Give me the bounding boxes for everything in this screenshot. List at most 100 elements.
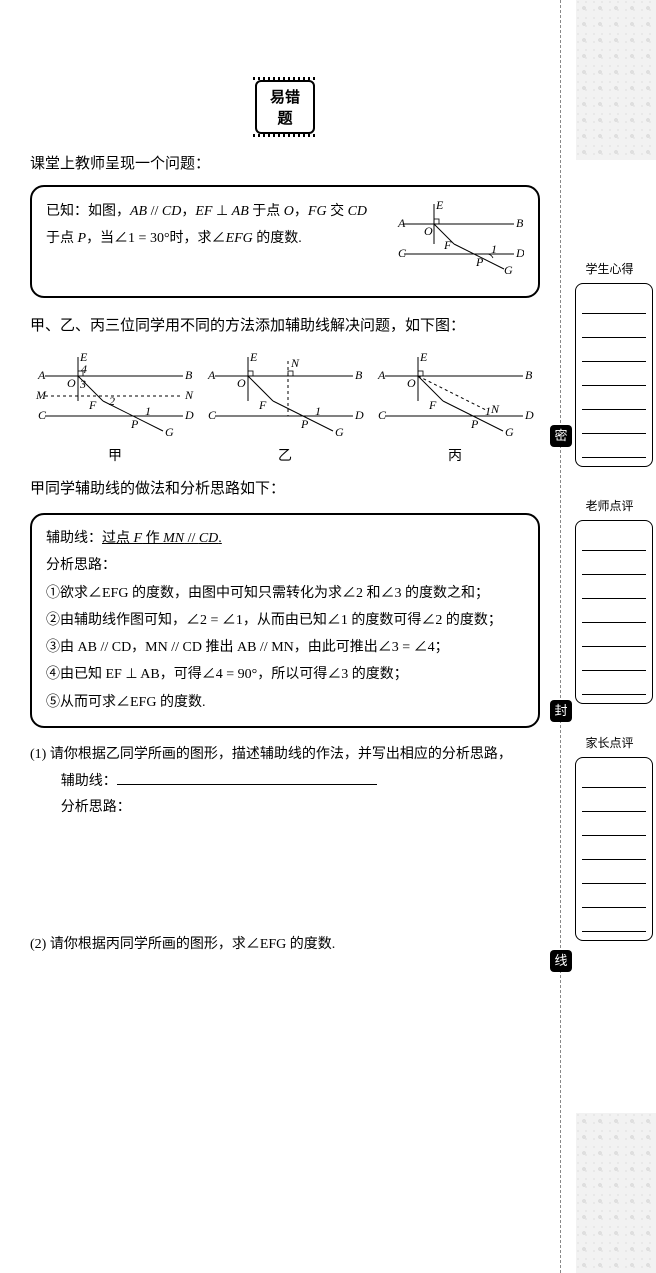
svg-text:F: F xyxy=(428,398,437,412)
cap-bing: 丙 xyxy=(375,445,535,465)
svg-text:P: P xyxy=(470,417,479,431)
rule[interactable] xyxy=(582,338,646,362)
svg-text:3: 3 xyxy=(79,377,86,391)
analysis-item-3: ③由 AB // CD，MN // CD 推出 AB // MN，由此可推出∠3… xyxy=(46,634,524,661)
problem-text: 已知：如图，AB // CD，EF ⊥ AB 于点 O，FG 交 CD 于点 P… xyxy=(46,199,384,252)
svg-text:G: G xyxy=(335,425,344,439)
methods-intro: 甲、乙、丙三位同学用不同的方法添加辅助线解决问题，如下图： xyxy=(30,312,540,341)
problem-box: 已知：如图，AB // CD，EF ⊥ AB 于点 O，FG 交 CD 于点 P… xyxy=(30,185,540,298)
sidebar-column: 学生心得 老师点评 家长点评 密 封 线 xyxy=(560,0,656,1273)
svg-text:A: A xyxy=(37,368,46,382)
aux-label: 辅助线： xyxy=(46,531,102,546)
rule[interactable] xyxy=(582,836,646,860)
sidebar-title-0: 学生心得 xyxy=(569,260,650,277)
q1-aux-blank[interactable] xyxy=(117,784,377,785)
rule[interactable] xyxy=(582,788,646,812)
diagram-captions: 甲 乙 丙 xyxy=(30,445,540,465)
svg-text:A: A xyxy=(207,368,216,382)
q1-think-label: 分析思路： xyxy=(30,795,540,822)
sidebar-title-1: 老师点评 xyxy=(569,497,650,514)
sidebar-box-1 xyxy=(575,520,653,704)
rule[interactable] xyxy=(582,386,646,410)
page-root: 易错题 课堂上教师呈现一个问题： 已知：如图，AB // CD，EF ⊥ AB … xyxy=(0,0,656,1273)
diagram-yi: A B C D E N O F P G 1 xyxy=(203,351,368,441)
rule[interactable] xyxy=(582,551,646,575)
svg-text:G: G xyxy=(505,425,514,439)
svg-text:M: M xyxy=(35,388,47,402)
rule[interactable] xyxy=(582,647,646,671)
analysis-item-4: ④由已知 EF ⊥ AB，可得∠4 = 90°，所以可得∠3 的度数； xyxy=(46,661,524,688)
svg-text:D: D xyxy=(354,408,364,422)
sidebar-section-0: 学生心得 xyxy=(561,260,650,467)
svg-text:4: 4 xyxy=(81,362,87,376)
aux-text: 过点 F 作 MN // CD. xyxy=(102,531,222,546)
svg-text:F: F xyxy=(88,398,97,412)
sidebar-section-1: 老师点评 xyxy=(561,497,650,704)
diagram-bing: A B C D E O F N P G 1 xyxy=(373,351,538,441)
svg-text:1: 1 xyxy=(145,404,151,418)
rule[interactable] xyxy=(582,764,646,788)
svg-text:F: F xyxy=(258,398,267,412)
rule[interactable] xyxy=(582,884,646,908)
badge-easy-mistake: 易错题 xyxy=(255,80,315,134)
analysis-box: 辅助线：过点 F 作 MN // CD. 分析思路： ①欲求∠EFG 的度数，由… xyxy=(30,513,540,728)
svg-text:D: D xyxy=(515,246,524,260)
rule[interactable] xyxy=(582,434,646,458)
stamp-xian: 线 xyxy=(550,950,572,972)
rule[interactable] xyxy=(582,362,646,386)
stamp-mi: 密 xyxy=(550,425,572,447)
svg-text:1: 1 xyxy=(491,242,497,256)
analysis-item-2: ②由辅助线作图可知，∠2 = ∠1，从而由已知∠1 的度数可得∠2 的度数； xyxy=(46,607,524,634)
intro-text: 课堂上教师呈现一个问题： xyxy=(30,152,540,173)
rule[interactable] xyxy=(582,908,646,932)
q2-prompt: (2) 请你根据丙同学所画的图形，求∠EFG 的度数. xyxy=(30,932,540,959)
svg-text:C: C xyxy=(378,408,387,422)
svg-text:G: G xyxy=(504,263,513,277)
q1-aux-line: 辅助线： xyxy=(30,769,540,796)
rule[interactable] xyxy=(582,527,646,551)
svg-text:2: 2 xyxy=(109,394,115,408)
rule[interactable] xyxy=(582,410,646,434)
svg-text:B: B xyxy=(185,368,193,382)
ornament-top xyxy=(576,0,656,160)
sidebar-box-2 xyxy=(575,757,653,941)
rule[interactable] xyxy=(582,290,646,314)
diagram-jia: A B C D E M N O F P G 4 3 2 1 xyxy=(33,351,198,441)
sidebar-box-0 xyxy=(575,283,653,467)
svg-text:B: B xyxy=(525,368,533,382)
q1-aux-label: 辅助线： xyxy=(61,774,117,789)
svg-text:N: N xyxy=(490,402,500,416)
rule[interactable] xyxy=(582,575,646,599)
svg-text:P: P xyxy=(300,417,309,431)
diagrams-row: A B C D E M N O F P G 4 3 2 1 xyxy=(30,351,540,441)
rule[interactable] xyxy=(582,671,646,695)
svg-text:O: O xyxy=(67,376,76,390)
svg-text:F: F xyxy=(443,238,452,252)
svg-text:C: C xyxy=(208,408,217,422)
think-label: 分析思路： xyxy=(46,552,524,579)
problem-svg: A B C D E O F P G 1 xyxy=(394,199,524,279)
rule[interactable] xyxy=(582,314,646,338)
rule[interactable] xyxy=(582,599,646,623)
question-2: (2) 请你根据丙同学所画的图形，求∠EFG 的度数. xyxy=(30,932,540,959)
svg-text:C: C xyxy=(398,246,407,260)
svg-text:C: C xyxy=(38,408,47,422)
analysis-item-1: ①欲求∠EFG 的度数，由图中可知只需转化为求∠2 和∠3 的度数之和； xyxy=(46,580,524,607)
svg-text:N: N xyxy=(290,356,300,370)
svg-text:O: O xyxy=(424,224,433,238)
svg-text:O: O xyxy=(237,376,246,390)
analysis-item-5: ⑤从而可求∠EFG 的度数. xyxy=(46,689,524,716)
cap-jia: 甲 xyxy=(35,445,195,465)
stamp-feng: 封 xyxy=(550,700,572,722)
svg-text:B: B xyxy=(516,216,524,230)
svg-text:P: P xyxy=(475,255,484,269)
rule[interactable] xyxy=(582,860,646,884)
svg-text:P: P xyxy=(130,417,139,431)
rule[interactable] xyxy=(582,623,646,647)
rule[interactable] xyxy=(582,812,646,836)
svg-text:G: G xyxy=(165,425,174,439)
badge-label: 易错题 xyxy=(270,90,300,127)
svg-text:N: N xyxy=(184,388,194,402)
svg-text:E: E xyxy=(419,351,428,364)
analysis-aux: 辅助线：过点 F 作 MN // CD. xyxy=(46,525,524,552)
